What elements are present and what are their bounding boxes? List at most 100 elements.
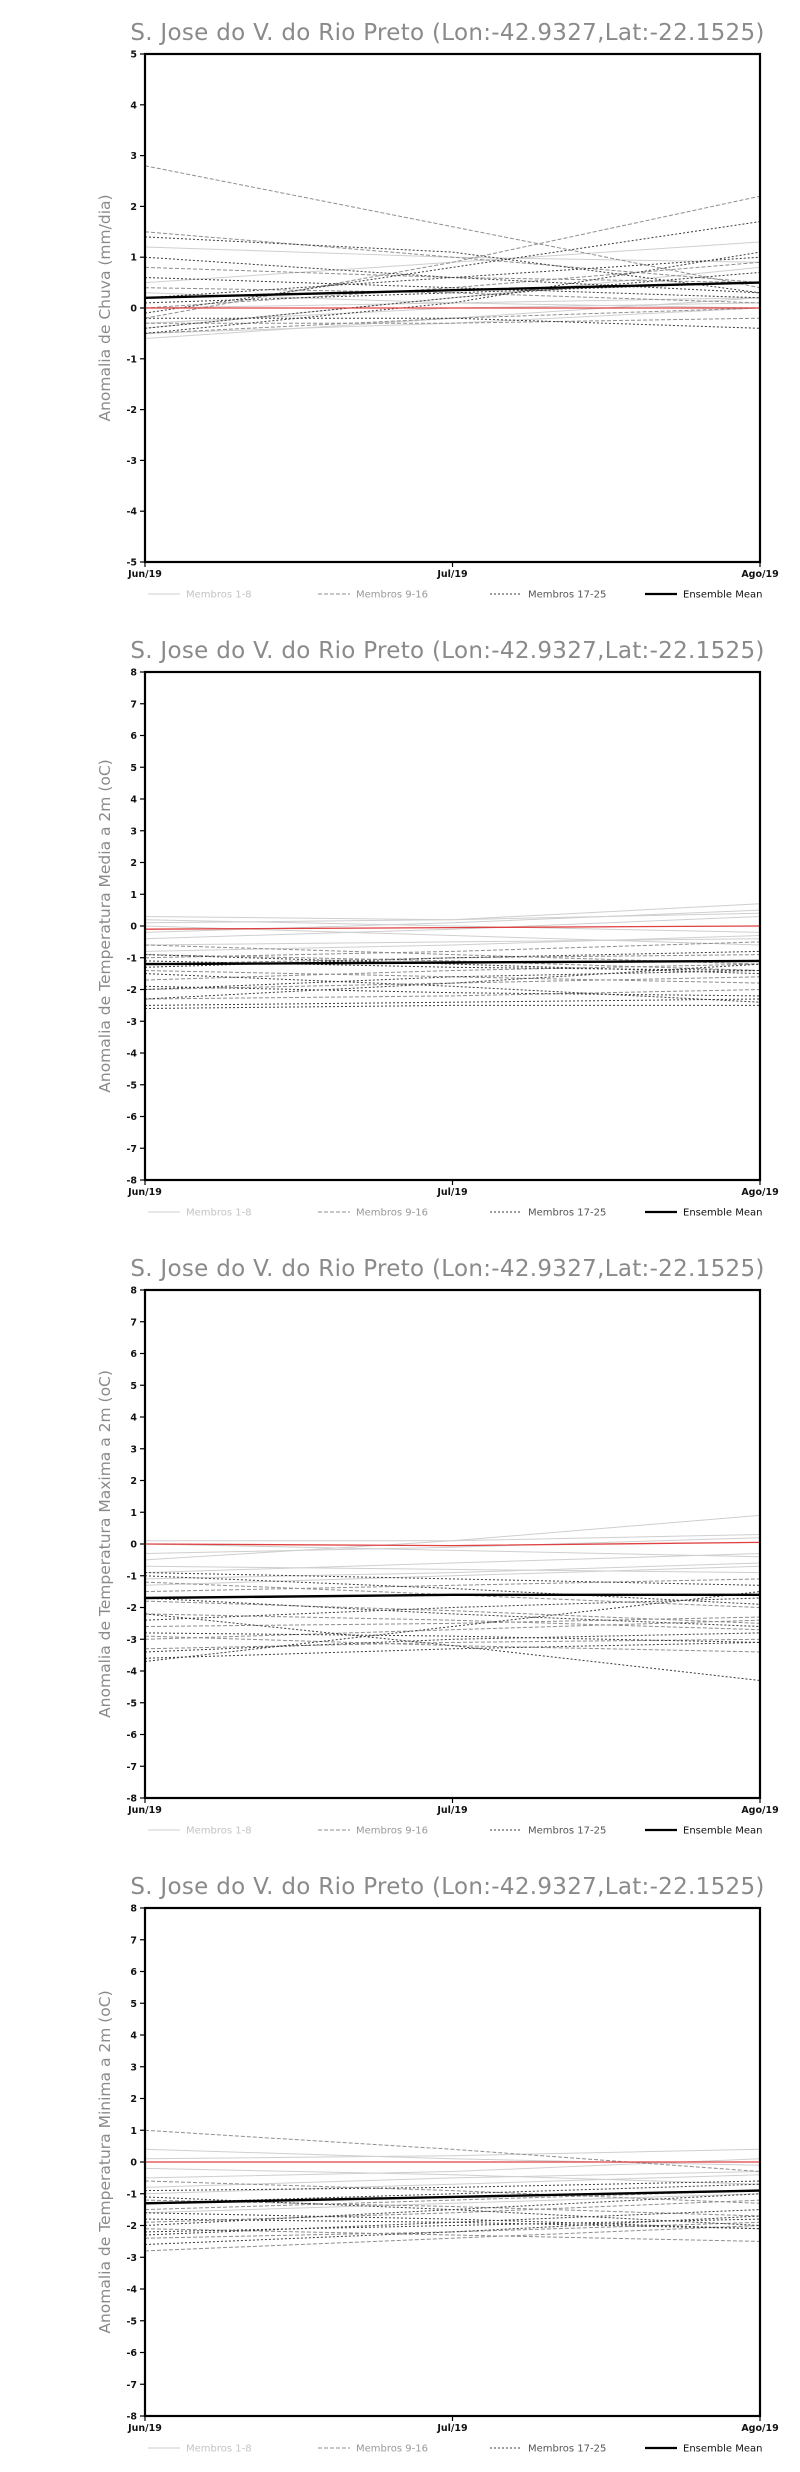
y-tick-label: 8 (130, 668, 137, 679)
series-line-membros-9-16 (145, 317, 761, 324)
series-line-membros-9-16 (144, 1578, 761, 1593)
series-line-ensemble-mean (144, 281, 761, 299)
x-tick-label: Jun/19 (127, 569, 162, 580)
y-tick-label: 5 (130, 1999, 137, 2010)
x-tick-label: Jun/19 (127, 1805, 162, 1816)
series-line-membros-9-16 (144, 954, 761, 965)
series-line-membros-17-25 (144, 950, 761, 968)
legend-label: Ensemble Mean (683, 1208, 762, 1219)
chart-panel-temp-maxima: S. Jose do V. do Rio Preto (Lon:-42.9327… (0, 1236, 800, 1854)
series-line-membros-9-16 (144, 231, 761, 284)
series-line-membros-9-16 (144, 970, 761, 984)
series-line-membros-9-16 (144, 976, 761, 990)
series-line-membros-17-25 (144, 960, 761, 971)
y-axis-label: Anomalia de Temperatura Media a 2m (oC) (96, 759, 114, 1092)
y-tick-label: 0 (130, 2158, 137, 2169)
plot-frame (143, 1288, 762, 1800)
series-line-membros-1-8 (144, 2148, 761, 2160)
series-line-membros-1-8 (144, 2158, 761, 2179)
series-line-membros-9-16 (144, 165, 761, 289)
x-tick-label: Ago/19 (741, 1187, 778, 1198)
y-tick-label: 5 (130, 1381, 137, 1392)
y-tick-label: -3 (126, 1017, 137, 1028)
series-line-membros-17-25 (144, 1597, 761, 1627)
y-tick-label: 1 (130, 253, 137, 264)
series-line-membros-9-16 (144, 2129, 761, 2172)
series-line-membros-17-25 (144, 1004, 760, 1009)
y-tick-label: -5 (126, 1080, 137, 1091)
y-tick-label: 3 (130, 826, 137, 837)
series-line-membros-17-25 (144, 271, 761, 329)
series-line-membros-17-25 (144, 251, 761, 334)
y-tick-label: -8 (126, 1794, 137, 1805)
chart-svg-temp-media: S. Jose do V. do Rio Preto (Lon:-42.9327… (96, 638, 779, 1219)
y-axis-label: Anomalia de Temperatura Minima a 2m (oC) (96, 1990, 114, 2333)
series-line-membros-1-8 (144, 2174, 761, 2195)
y-tick-label: -6 (126, 1730, 137, 1741)
y-tick-label: -5 (126, 2316, 137, 2327)
reference-line (144, 925, 761, 930)
y-tick-label: -4 (126, 507, 137, 518)
y-tick-label: -2 (126, 985, 137, 996)
legend-label: Membros 1-8 (186, 2444, 252, 2455)
series-line-membros-9-16 (144, 941, 761, 959)
series-line-membros-17-25 (145, 317, 761, 329)
series-line-membros-9-16 (144, 2228, 761, 2242)
legend-label: Membros 17-25 (528, 1826, 606, 1837)
y-tick-label: 1 (130, 2126, 137, 2137)
y-tick-label: 6 (130, 1967, 137, 1978)
series-line-membros-17-25 (144, 1591, 761, 1662)
series-line-membros-1-8 (144, 307, 761, 334)
y-tick-label: -2 (126, 1603, 137, 1614)
y-tick-label: 3 (130, 1444, 137, 1455)
series-line-membros-17-25 (144, 2209, 761, 2236)
y-tick-label: -1 (126, 953, 137, 964)
series-line-membros-1-8 (144, 916, 761, 940)
y-tick-label: -8 (126, 2412, 137, 2423)
y-tick-label: 6 (130, 731, 137, 742)
y-axis-label: Anomalia de Temperatura Maxima a 2m (oC) (96, 1370, 114, 1718)
y-tick-label: 7 (130, 1317, 137, 1328)
series-line-membros-9-16 (144, 261, 761, 309)
y-tick-label: -3 (126, 456, 137, 467)
series-line-membros-17-25 (144, 2218, 761, 2233)
x-tick-label: Jul/19 (436, 2423, 467, 2434)
series-line-membros-9-16 (144, 1635, 761, 1653)
y-tick-label: -7 (126, 2380, 137, 2391)
y-tick-label: -7 (126, 1144, 137, 1155)
plot-frame (143, 670, 762, 1182)
series-line-membros-1-8 (144, 1514, 761, 1561)
legend-label: Membros 9-16 (356, 590, 428, 601)
y-tick-label: -7 (126, 1762, 137, 1773)
y-tick-label: -4 (126, 1667, 137, 1678)
series-line-membros-17-25 (144, 998, 761, 1006)
y-tick-label: -1 (126, 1571, 137, 1582)
y-tick-label: -6 (126, 1112, 137, 1123)
y-tick-label: 5 (130, 763, 137, 774)
series-line-membros-17-25 (144, 1572, 761, 1586)
series-line-membros-17-25 (144, 1613, 761, 1681)
series-line-membros-17-25 (144, 2196, 761, 2226)
series-line-membros-17-25 (144, 1641, 761, 1659)
legend-label: Membros 1-8 (186, 590, 252, 601)
series-line-membros-1-8 (144, 935, 761, 952)
y-tick-label: -3 (126, 1635, 137, 1646)
y-tick-label: 2 (130, 1476, 137, 1487)
series-line-membros-17-25 (144, 1597, 761, 1621)
y-axis-label: Anomalia de Chuva (mm/dia) (96, 194, 114, 421)
plot-frame (143, 52, 762, 564)
series-line-membros-9-16 (144, 963, 761, 981)
series-line-membros-9-16 (144, 1638, 761, 1650)
y-tick-label: -5 (126, 1698, 137, 1709)
plot-frame (143, 1906, 762, 2418)
x-tick-label: Jul/19 (436, 569, 467, 580)
y-tick-label: 7 (130, 1935, 137, 1946)
x-tick-label: Ago/19 (741, 1805, 778, 1816)
legend-label: Ensemble Mean (683, 1826, 762, 1837)
legend-label: Membros 9-16 (356, 1826, 428, 1837)
series-line-membros-1-8 (144, 246, 761, 263)
y-tick-label: 4 (130, 795, 137, 806)
y-tick-label: 2 (130, 2094, 137, 2105)
y-tick-label: 2 (130, 858, 137, 869)
y-tick-label: -2 (126, 2221, 137, 2232)
